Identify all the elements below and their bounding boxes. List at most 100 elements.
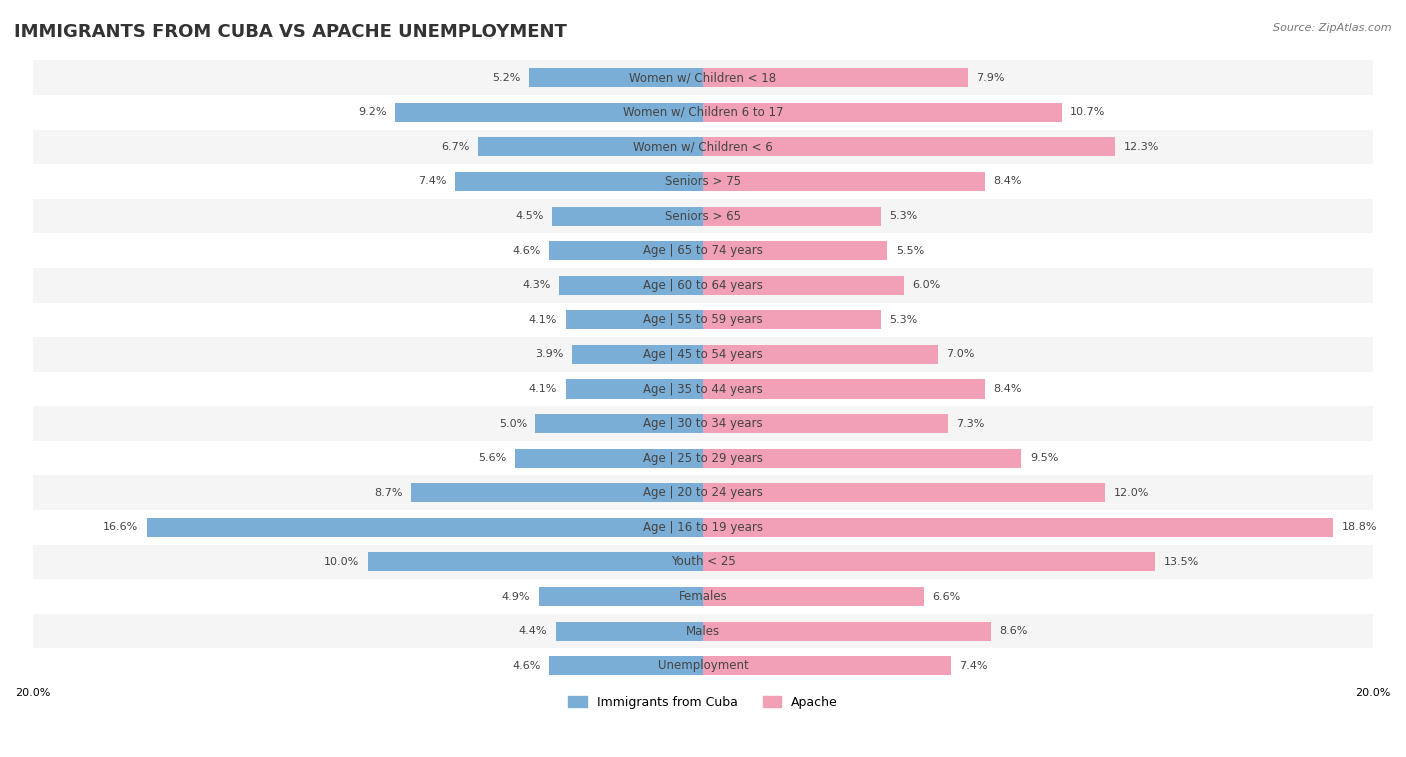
Bar bbox=[703, 414, 948, 433]
Bar bbox=[703, 518, 1333, 537]
Text: 5.2%: 5.2% bbox=[492, 73, 520, 83]
Text: 4.1%: 4.1% bbox=[529, 384, 557, 394]
Text: 7.4%: 7.4% bbox=[959, 661, 988, 671]
Bar bbox=[703, 172, 984, 191]
Bar bbox=[538, 587, 703, 606]
Bar bbox=[32, 544, 1374, 579]
Bar bbox=[703, 207, 880, 226]
Text: Age | 30 to 34 years: Age | 30 to 34 years bbox=[643, 417, 763, 430]
Text: 6.0%: 6.0% bbox=[912, 280, 941, 290]
Text: Age | 60 to 64 years: Age | 60 to 64 years bbox=[643, 279, 763, 291]
Text: 13.5%: 13.5% bbox=[1164, 557, 1199, 567]
Text: 5.3%: 5.3% bbox=[889, 211, 917, 221]
Text: Age | 20 to 24 years: Age | 20 to 24 years bbox=[643, 486, 763, 500]
Text: Source: ZipAtlas.com: Source: ZipAtlas.com bbox=[1274, 23, 1392, 33]
Bar bbox=[32, 233, 1374, 268]
Text: 4.5%: 4.5% bbox=[516, 211, 544, 221]
Bar bbox=[456, 172, 703, 191]
Text: Women w/ Children < 18: Women w/ Children < 18 bbox=[630, 71, 776, 84]
Text: 5.5%: 5.5% bbox=[896, 246, 924, 256]
Bar bbox=[32, 372, 1374, 407]
Text: Age | 35 to 44 years: Age | 35 to 44 years bbox=[643, 382, 763, 395]
Bar bbox=[703, 379, 984, 398]
Text: Youth < 25: Youth < 25 bbox=[671, 556, 735, 569]
Bar bbox=[32, 614, 1374, 649]
Text: 4.6%: 4.6% bbox=[512, 246, 540, 256]
Text: 8.4%: 8.4% bbox=[993, 384, 1021, 394]
Legend: Immigrants from Cuba, Apache: Immigrants from Cuba, Apache bbox=[562, 691, 844, 714]
Text: 4.1%: 4.1% bbox=[529, 315, 557, 325]
Bar bbox=[32, 407, 1374, 441]
Text: 7.0%: 7.0% bbox=[946, 350, 974, 360]
Bar bbox=[368, 553, 703, 572]
Bar bbox=[536, 414, 703, 433]
Text: 5.6%: 5.6% bbox=[478, 453, 508, 463]
Bar bbox=[703, 68, 967, 87]
Text: 7.3%: 7.3% bbox=[956, 419, 984, 428]
Bar bbox=[395, 103, 703, 122]
Text: 5.3%: 5.3% bbox=[889, 315, 917, 325]
Bar bbox=[32, 475, 1374, 510]
Text: 7.9%: 7.9% bbox=[976, 73, 1005, 83]
Text: Women w/ Children < 6: Women w/ Children < 6 bbox=[633, 140, 773, 154]
Text: 4.3%: 4.3% bbox=[522, 280, 551, 290]
Bar bbox=[412, 483, 703, 503]
Bar bbox=[529, 68, 703, 87]
Bar bbox=[32, 61, 1374, 95]
Text: Age | 65 to 74 years: Age | 65 to 74 years bbox=[643, 245, 763, 257]
Bar bbox=[565, 310, 703, 329]
Text: 4.4%: 4.4% bbox=[519, 626, 547, 636]
Text: 9.2%: 9.2% bbox=[357, 107, 387, 117]
Text: 18.8%: 18.8% bbox=[1341, 522, 1376, 532]
Bar bbox=[32, 129, 1374, 164]
Text: 10.0%: 10.0% bbox=[325, 557, 360, 567]
Bar bbox=[478, 137, 703, 157]
Text: 9.5%: 9.5% bbox=[1029, 453, 1059, 463]
Bar bbox=[703, 656, 950, 675]
Text: 4.6%: 4.6% bbox=[512, 661, 540, 671]
Text: 12.0%: 12.0% bbox=[1114, 488, 1149, 498]
Text: 8.6%: 8.6% bbox=[1000, 626, 1028, 636]
Text: 8.7%: 8.7% bbox=[374, 488, 404, 498]
Text: 5.0%: 5.0% bbox=[499, 419, 527, 428]
Bar bbox=[703, 621, 991, 640]
Bar bbox=[555, 621, 703, 640]
Bar bbox=[703, 449, 1021, 468]
Text: 12.3%: 12.3% bbox=[1123, 142, 1159, 152]
Bar bbox=[146, 518, 703, 537]
Bar bbox=[703, 553, 1156, 572]
Text: Females: Females bbox=[679, 590, 727, 603]
Bar bbox=[558, 276, 703, 294]
Bar bbox=[565, 379, 703, 398]
Bar bbox=[703, 587, 924, 606]
Text: Seniors > 75: Seniors > 75 bbox=[665, 175, 741, 188]
Bar bbox=[32, 510, 1374, 544]
Text: 16.6%: 16.6% bbox=[103, 522, 138, 532]
Bar bbox=[703, 103, 1062, 122]
Bar bbox=[572, 345, 703, 364]
Text: 4.9%: 4.9% bbox=[502, 591, 530, 602]
Bar bbox=[32, 303, 1374, 337]
Bar bbox=[548, 656, 703, 675]
Bar bbox=[703, 241, 887, 260]
Bar bbox=[32, 441, 1374, 475]
Bar bbox=[703, 276, 904, 294]
Text: Age | 25 to 29 years: Age | 25 to 29 years bbox=[643, 452, 763, 465]
Bar bbox=[553, 207, 703, 226]
Text: Women w/ Children 6 to 17: Women w/ Children 6 to 17 bbox=[623, 106, 783, 119]
Text: Males: Males bbox=[686, 625, 720, 637]
Bar bbox=[32, 95, 1374, 129]
Text: Unemployment: Unemployment bbox=[658, 659, 748, 672]
Bar bbox=[516, 449, 703, 468]
Text: 6.6%: 6.6% bbox=[932, 591, 960, 602]
Bar bbox=[703, 483, 1105, 503]
Bar bbox=[703, 345, 938, 364]
Bar bbox=[32, 337, 1374, 372]
Bar bbox=[548, 241, 703, 260]
Text: Age | 16 to 19 years: Age | 16 to 19 years bbox=[643, 521, 763, 534]
Bar bbox=[703, 310, 880, 329]
Bar bbox=[703, 137, 1115, 157]
Text: IMMIGRANTS FROM CUBA VS APACHE UNEMPLOYMENT: IMMIGRANTS FROM CUBA VS APACHE UNEMPLOYM… bbox=[14, 23, 567, 41]
Text: Age | 45 to 54 years: Age | 45 to 54 years bbox=[643, 348, 763, 361]
Text: 3.9%: 3.9% bbox=[536, 350, 564, 360]
